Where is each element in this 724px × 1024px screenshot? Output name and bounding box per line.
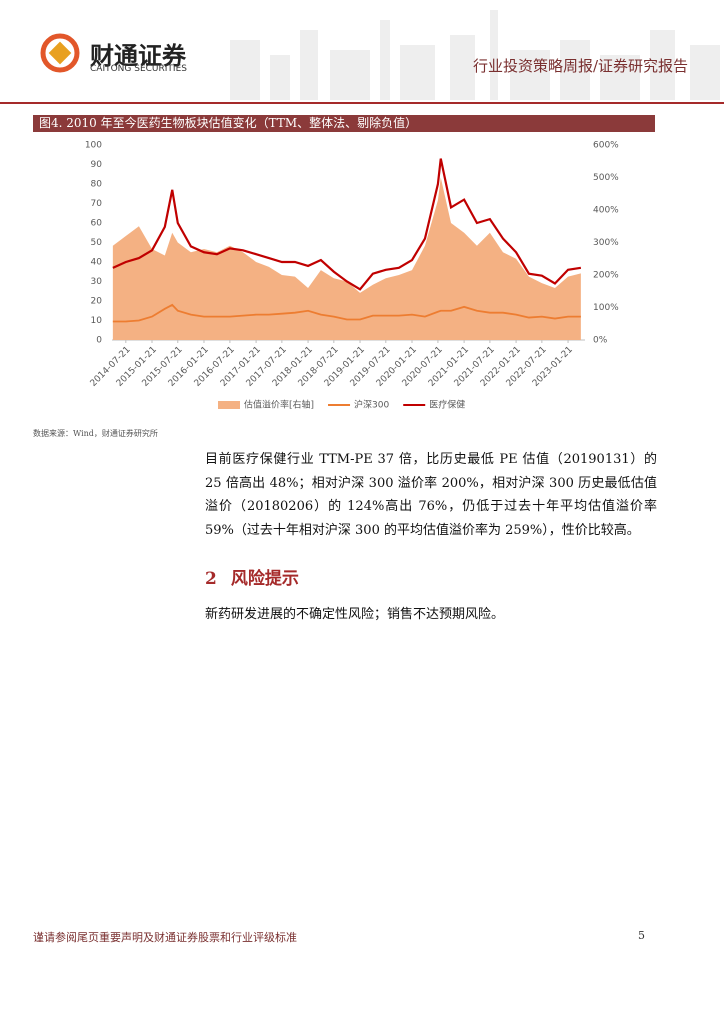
line (112, 303, 581, 323)
y-tick-label: 0 (96, 336, 102, 346)
y-tick-label: 10 (91, 316, 103, 326)
legend-label: 估值溢价率[右轴] (244, 399, 314, 411)
y-tick-label: 90 (91, 160, 103, 170)
logo-en: CAITONG SECURITIES (90, 64, 187, 74)
y2-tick-label: 400% (593, 206, 619, 216)
y2-tick-label: 100% (593, 303, 619, 313)
section-title: 风险提示 (230, 569, 299, 589)
legend-label: 医疗保健 (429, 399, 465, 411)
y-tick-label: 70 (91, 199, 103, 209)
figure-title: 图4. 2010 年至今医药生物板块估值变化（TTM、整体法、剔除负值） (33, 115, 655, 132)
report-type: 行业投资策略周报/证券研究报告 (472, 57, 688, 75)
legend-label: 沪深300 (354, 399, 389, 411)
page-number: 5 (638, 929, 645, 942)
figure-source: 数据来源：Wind，财通证券研究所 (33, 429, 158, 438)
y-tick-label: 60 (91, 219, 103, 229)
logo-cn: 财通证券 (90, 42, 186, 70)
y-tick-label: 80 (91, 180, 103, 190)
y2-tick-label: 0% (593, 336, 608, 346)
header-graphic (0, 10, 724, 104)
section-number: 2 (205, 569, 217, 589)
area (112, 177, 581, 340)
section-heading: 2 风险提示 (205, 564, 299, 589)
paragraph: 目前医疗保健行业 TTM-PE 37 倍，比历史最低 PE 估值（2019013… (205, 452, 657, 538)
y2-tick-label: 200% (593, 271, 619, 281)
footer-disclaimer: 谨请参阅尾页重要声明及财通证券股票和行业评级标准 (33, 931, 297, 944)
y2-tick-label: 500% (593, 173, 619, 183)
y-tick-label: 30 (91, 277, 103, 287)
y-tick-label: 20 (91, 297, 103, 307)
chart: 0 10 20 30 40 50 60 70 80 90 100 0% 100% 200% 300% 400%… (85, 141, 619, 411)
y2-tick-label: 600% (593, 141, 619, 151)
y-tick-label: 100 (85, 141, 102, 151)
y2-tick-label: 300% (593, 238, 619, 248)
paragraph: 新药研发进展的不确定性风险；销售不达预期风险。 (205, 607, 505, 622)
legend-swatch (218, 401, 240, 409)
line (112, 158, 582, 291)
y-tick-label: 40 (91, 258, 103, 268)
y-tick-label: 50 (91, 238, 103, 248)
